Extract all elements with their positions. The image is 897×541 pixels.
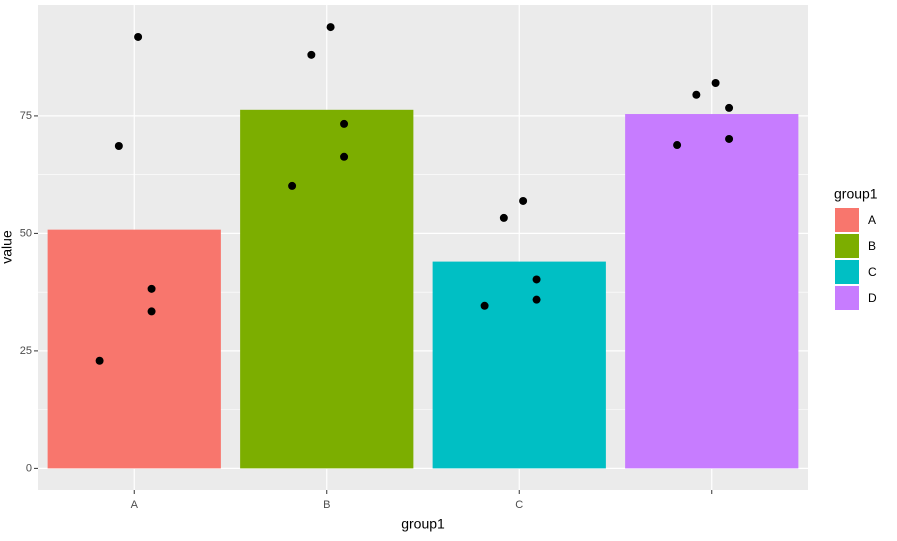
point bbox=[147, 307, 156, 316]
bar bbox=[432, 261, 606, 469]
bar bbox=[240, 109, 414, 469]
point bbox=[692, 90, 701, 99]
legend-label: B bbox=[868, 239, 876, 253]
legend-key bbox=[835, 234, 859, 258]
point bbox=[95, 356, 104, 365]
point bbox=[134, 32, 143, 41]
point bbox=[307, 50, 316, 59]
bar bbox=[47, 229, 221, 469]
y-axis-title: value bbox=[0, 230, 15, 264]
y-tick-label: 75 bbox=[20, 110, 32, 122]
x-axis-title: group1 bbox=[401, 516, 445, 532]
point bbox=[288, 181, 297, 190]
point bbox=[532, 275, 541, 284]
x-tick-label: C bbox=[515, 499, 523, 511]
legend-label: D bbox=[868, 291, 877, 305]
legend-label: C bbox=[868, 265, 877, 279]
point bbox=[340, 152, 349, 161]
point bbox=[725, 134, 734, 143]
bar bbox=[625, 114, 799, 469]
legend-title: group1 bbox=[834, 186, 878, 202]
point bbox=[532, 295, 541, 304]
point bbox=[673, 141, 682, 150]
legend-label: A bbox=[868, 213, 876, 227]
point bbox=[147, 284, 156, 293]
point bbox=[711, 79, 720, 88]
legend-key bbox=[835, 208, 859, 232]
x-tick-label: B bbox=[323, 499, 330, 511]
point bbox=[114, 141, 123, 150]
point bbox=[326, 23, 335, 32]
y-tick-label: 0 bbox=[26, 462, 32, 474]
point bbox=[519, 196, 528, 205]
point bbox=[480, 301, 489, 310]
point bbox=[499, 213, 508, 222]
y-tick-label: 50 bbox=[20, 227, 32, 239]
legend-key bbox=[835, 260, 859, 284]
x-tick-label: A bbox=[131, 499, 139, 511]
point bbox=[725, 103, 734, 112]
point bbox=[340, 119, 349, 128]
legend-key bbox=[835, 286, 859, 310]
y-tick-label: 25 bbox=[20, 345, 32, 357]
